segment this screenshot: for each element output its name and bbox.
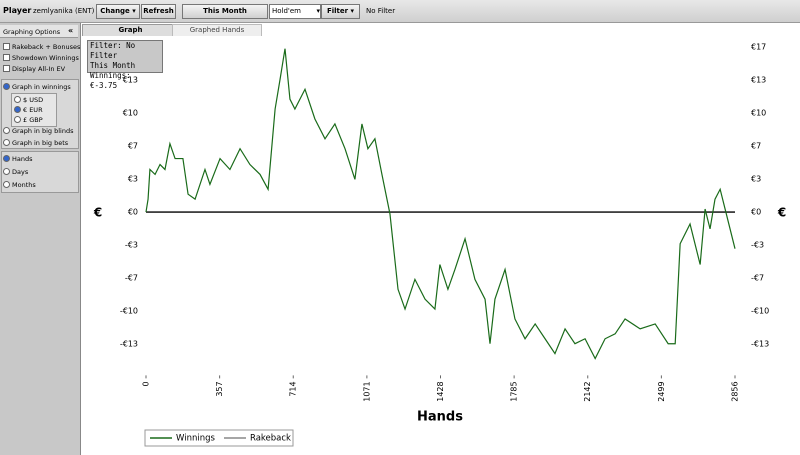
- radio[interactable]: Months: [3, 181, 36, 189]
- legend-label: Rakeback: [250, 434, 291, 444]
- chart: Hands € € €17€17€13€13€10€10€7€7€3€3€0€0…: [82, 36, 800, 455]
- y-tick-label: -€13: [751, 340, 769, 349]
- radio-label: Graph in big bets: [12, 139, 69, 147]
- legend: [144, 429, 294, 447]
- checkbox-label: Showdown Winnings: [12, 54, 79, 62]
- y-tick-label: €10: [123, 109, 138, 118]
- game-text: Hold'em: [272, 7, 301, 15]
- y-tick-label: €0: [128, 208, 138, 217]
- radio-label: Months: [12, 181, 36, 189]
- y-tick-label: -€3: [751, 241, 764, 250]
- y-tick-label: €3: [751, 175, 761, 184]
- series-line: [145, 48, 736, 360]
- x-tick-label: 1071: [362, 381, 371, 401]
- radio-label: € EUR: [23, 106, 43, 114]
- radio-label: Days: [12, 168, 29, 176]
- sidebar-header: Graphing Options «: [0, 25, 78, 38]
- x-tick-label: 357: [215, 381, 224, 396]
- period-button[interactable]: This Month: [182, 4, 268, 19]
- y-tick-label: €7: [128, 142, 138, 151]
- collapse-button[interactable]: «: [68, 26, 74, 35]
- y-axis-label: €: [777, 206, 786, 220]
- filter-status: No Filter: [366, 7, 396, 15]
- checkbox[interactable]: Display All-In EV: [3, 65, 65, 73]
- y-tick-label: -€10: [751, 307, 769, 316]
- x-tick-label: 2856: [731, 381, 740, 401]
- x-tick-label: 1428: [436, 381, 445, 401]
- y-tick-label: -€10: [120, 307, 138, 316]
- checkbox-label: Rakeback + Bonuses: [12, 43, 81, 51]
- radio-label: Hands: [12, 155, 33, 163]
- refresh-button[interactable]: Refresh: [141, 4, 176, 19]
- x-tick-label: 1785: [510, 381, 519, 401]
- checkbox[interactable]: Showdown Winnings: [3, 54, 79, 62]
- player-name: zemlyanika (ENT): [33, 7, 95, 15]
- radio[interactable]: Graph in big blinds: [3, 127, 74, 135]
- y-tick-label: -€7: [751, 274, 764, 283]
- x-tick-label: 2142: [583, 381, 592, 401]
- change-button[interactable]: Change ▾: [96, 4, 140, 19]
- filter-button[interactable]: Filter ▾: [321, 4, 360, 19]
- toolbar: Player zemlyanika (ENT) Change ▾ Refresh…: [0, 0, 800, 23]
- y-tick-label: €3: [128, 175, 138, 184]
- radio[interactable]: Days: [3, 168, 28, 176]
- radio[interactable]: Hands: [3, 155, 33, 163]
- change-text: Change: [100, 7, 130, 15]
- sidebar: Graphing Options « Rakeback + Bonuses Sh…: [0, 23, 81, 455]
- x-mode-group: [1, 151, 79, 193]
- y-tick-label: -€13: [120, 340, 138, 349]
- radio-label: $ USD: [23, 96, 44, 104]
- y-tick-label: €7: [751, 142, 761, 151]
- y-tick-label: €13: [751, 76, 766, 85]
- radio-label: £ GBP: [23, 116, 43, 124]
- sidebar-title: Graphing Options: [3, 28, 61, 36]
- radio[interactable]: Graph in winnings: [3, 83, 71, 91]
- info-box: Filter: No Filter This Month Winnings: €…: [87, 40, 163, 90]
- player-label: Player: [3, 6, 32, 15]
- y-axis-label: €: [93, 206, 102, 220]
- game-select[interactable]: Hold'em ▾: [269, 4, 321, 19]
- x-axis-label: Hands: [417, 410, 463, 425]
- y-tick-label: €0: [751, 208, 761, 217]
- legend-label: Winnings: [176, 434, 215, 444]
- x-tick-label: 0: [142, 381, 151, 386]
- y-tick-label: -€3: [125, 241, 138, 250]
- info-line: Filter: No Filter: [90, 41, 136, 60]
- radio-label: Graph in big blinds: [12, 127, 74, 135]
- info-line: Winnings: €-3.75: [90, 71, 131, 90]
- y-tick-label: -€7: [125, 274, 138, 283]
- y-tick-label: €17: [751, 43, 766, 52]
- y-tick-label: €13: [123, 76, 138, 85]
- radio[interactable]: Graph in big bets: [3, 139, 68, 147]
- radio-label: Graph in winnings: [12, 83, 71, 91]
- filter-text: Filter: [326, 7, 349, 15]
- y-tick-label: €10: [751, 109, 766, 118]
- info-line: This Month: [90, 61, 136, 70]
- x-tick-label: 2499: [657, 381, 666, 401]
- radio[interactable]: £ GBP: [14, 116, 43, 124]
- radio[interactable]: $ USD: [14, 96, 43, 104]
- checkbox-label: Display All-In EV: [12, 65, 66, 73]
- radio[interactable]: € EUR: [14, 106, 43, 114]
- checkbox[interactable]: Rakeback + Bonuses: [3, 43, 80, 51]
- x-tick-label: 714: [289, 381, 298, 396]
